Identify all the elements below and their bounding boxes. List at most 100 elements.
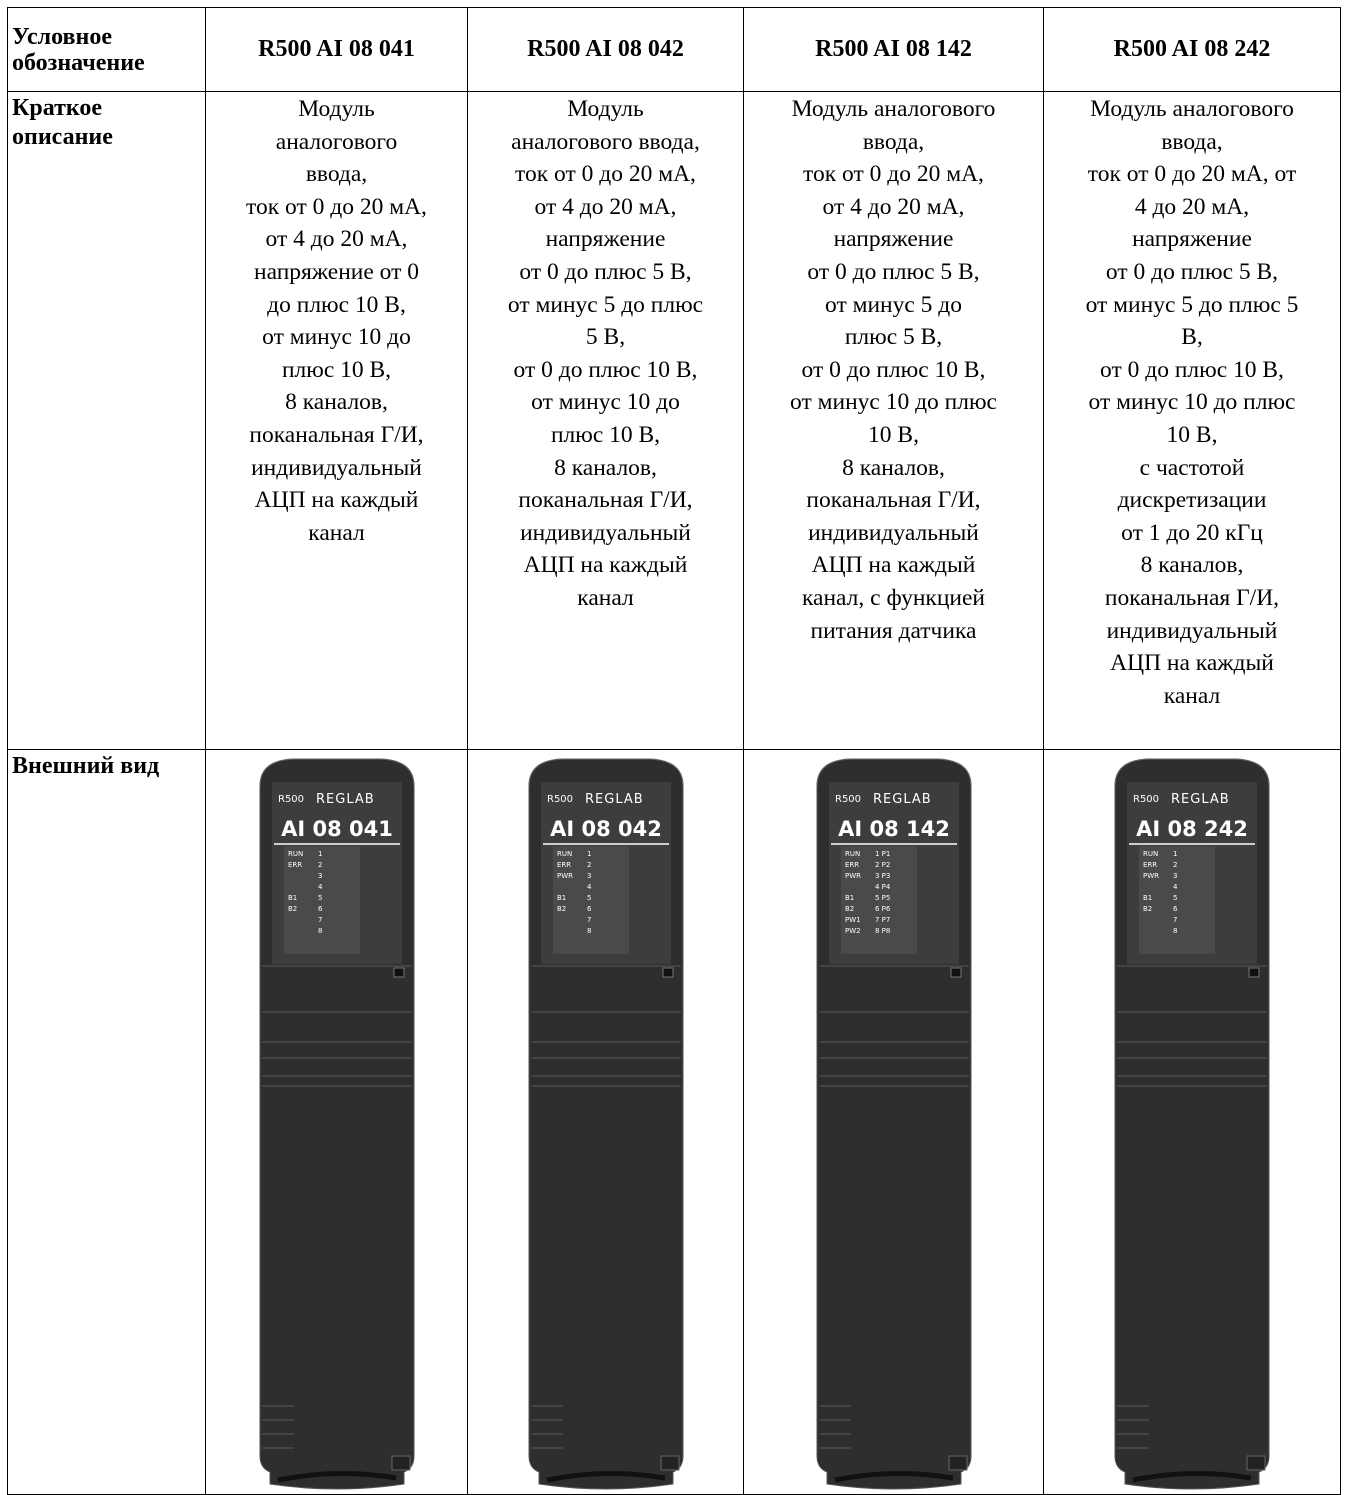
device-logo: REGLAB	[316, 792, 375, 807]
description-line: ток от 0 до 20 мА,	[515, 161, 696, 188]
description-line: от минус 10 до плюс	[790, 389, 997, 416]
description-line: от 0 до плюс 10 В,	[1100, 356, 1284, 383]
header-cell: Условное обозначение	[7, 7, 206, 92]
description-line: напряжение от 0	[254, 258, 419, 285]
description-line: поканальная Г/И,	[806, 487, 981, 514]
led-label: 2 P2	[875, 861, 890, 869]
led-label: PW1	[845, 916, 861, 924]
description-row: Краткое описание Модуль аналогового ввода, т…	[7, 91, 1341, 750]
device-brand: R500	[1133, 794, 1159, 805]
description-cell: Модуль аналогового ввода, ток от 0 до 20 м…	[1043, 91, 1341, 750]
description-line: плюс 10 В,	[550, 421, 661, 448]
device-cap	[528, 758, 683, 787]
device-model: AI 08 242	[1136, 817, 1248, 841]
led-label: 7	[587, 916, 591, 924]
led-label: PWR	[1143, 872, 1159, 880]
description-line: поканальная Г/И,	[249, 421, 424, 448]
description-line: индивидуальный	[520, 519, 691, 546]
description-line: от 1 до 20 кГц	[1121, 519, 1263, 546]
header-cell: R500 AI 08 142	[743, 7, 1044, 92]
led-label: 2	[587, 861, 591, 869]
description-line: от 0 до плюс 5 В,	[807, 258, 980, 285]
led-label: B2	[1143, 905, 1152, 913]
description-line: АЦП на каждый	[1110, 650, 1274, 677]
device-brand: R500	[547, 794, 573, 805]
led-label: 8	[587, 927, 591, 935]
device-cell: R500 REGLAB AI 08 041 RUN ERR B1 B2 1 2 3 4 5 6 7 8	[205, 749, 468, 1495]
led-label: 3	[1173, 872, 1177, 880]
description-line: от минус 10 до	[262, 324, 411, 351]
led-label: B2	[557, 905, 566, 913]
description-line: Модуль аналогового	[791, 96, 996, 122]
led-label: 7	[1173, 916, 1177, 924]
device-model: AI 08 142	[838, 817, 950, 841]
description-line: ввода,	[305, 161, 368, 188]
description-line: с частотой	[1139, 454, 1245, 481]
description-line: ток от 0 до 20 мА,	[246, 193, 427, 220]
led-label: 6	[318, 905, 323, 913]
description-line: аналогового ввода,	[511, 128, 700, 155]
table-body: Условное обозначение R500 AI 08 041 R500 A…	[7, 7, 1341, 1495]
description-line: от 4 до 20 мА,	[534, 193, 677, 220]
led-label: RUN	[845, 850, 860, 858]
foot-clip	[948, 1455, 967, 1471]
description-line: напряжение	[1132, 226, 1252, 253]
description-line: ввода,	[862, 128, 925, 155]
led-label: 1 P1	[875, 850, 890, 858]
led-label: B1	[845, 894, 854, 902]
description-line: плюс 5 В,	[844, 324, 943, 351]
header-row: Условное обозначение R500 AI 08 041 R500 A…	[7, 7, 1341, 92]
description-line: 5 В,	[585, 324, 626, 351]
description-line: 8 каналов,	[1140, 552, 1244, 579]
led-panel	[840, 846, 917, 954]
device-image: R500 REGLAB AI 08 142 RUN ERR PWR B1 B2 PW1 PW2 1 …	[816, 758, 971, 1490]
led-label: 6 P6	[875, 905, 891, 913]
led-label: 5	[1173, 894, 1177, 902]
foot-clip	[660, 1455, 679, 1471]
device-image: R500 REGLAB AI 08 042 RUN ERR PWR B1 B2 1 2 3 4 5 6 7 8	[528, 758, 683, 1490]
device-image: R500 REGLAB AI 08 041 RUN ERR B1 B2 1 2 3 4 5 6 7 8	[259, 758, 414, 1490]
description-line: АЦП на каждый	[523, 552, 688, 579]
description-line: 8 каналов,	[554, 454, 657, 481]
description-line: плюс 10 В,	[281, 356, 392, 383]
device-logo: REGLAB	[585, 792, 644, 807]
led-label: B1	[557, 894, 566, 902]
description-line: Модуль	[298, 96, 375, 122]
description-line: от минус 10 до	[531, 389, 680, 416]
description-line: 10 В,	[868, 421, 919, 448]
description-line: от минус 10 до плюс	[1088, 389, 1296, 416]
device-cap	[259, 758, 414, 787]
description-line: от 4 до 20 мА,	[822, 193, 965, 220]
description-cell: Модуль аналогового ввода, ток от 0 до 20 мА…	[205, 91, 468, 750]
device-cell: R500 REGLAB AI 08 042 RUN ERR PWR B1 B2 1 2 3 4 5 6 7 8	[467, 749, 744, 1495]
led-label: RUN	[1143, 850, 1158, 858]
description-line: АЦП на каждый	[254, 487, 419, 514]
led-label: 5 P5	[875, 894, 890, 902]
description-line: В,	[1181, 324, 1203, 351]
led-label: 8	[318, 927, 322, 935]
led-label: 3 P3	[875, 872, 890, 880]
led-label: PWR	[557, 872, 573, 880]
led-label: 4	[587, 883, 592, 891]
device-model: AI 08 041	[281, 817, 393, 841]
description-cell: Модуль аналогового ввода, ток от 0 до 20 м…	[743, 91, 1044, 750]
led-panel	[552, 846, 629, 954]
led-label: B2	[845, 905, 854, 913]
description-line: от минус 5 до плюс	[507, 291, 704, 318]
led-label: 1	[587, 850, 591, 858]
foot-clip	[1246, 1455, 1266, 1471]
led-label: 1	[1173, 850, 1177, 858]
description-line: аналогового	[275, 128, 398, 155]
led-label: 4 P4	[875, 883, 891, 891]
led-label: 7	[318, 916, 322, 924]
description-line: питания датчика	[810, 617, 977, 644]
led-label: ERR	[845, 861, 859, 869]
led-label: ERR	[557, 861, 571, 869]
header-cell: R500 AI 08 042	[467, 7, 744, 92]
description-line: от 4 до 20 мА,	[265, 226, 408, 253]
description-line: от минус 5 до плюс 5	[1085, 291, 1299, 318]
description-line: поканальная Г/И,	[518, 487, 693, 514]
led-label: 8 P8	[875, 927, 890, 935]
description-line: от 0 до плюс 5 В,	[1105, 258, 1279, 285]
